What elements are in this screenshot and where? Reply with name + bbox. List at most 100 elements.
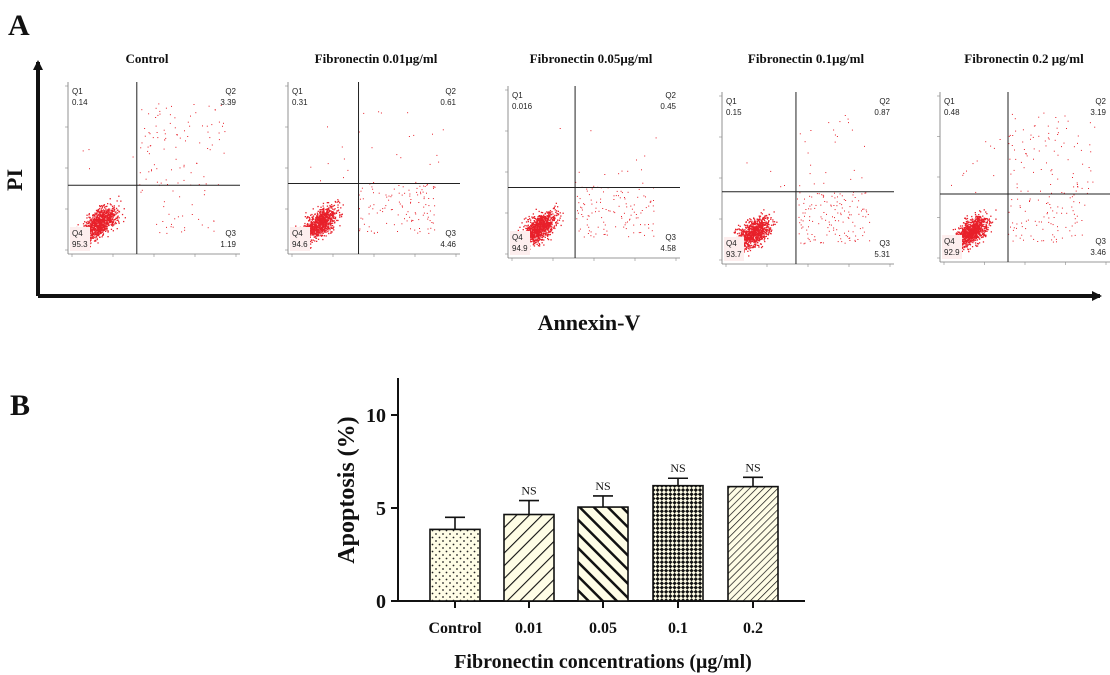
flow-event: [956, 233, 959, 235]
flow-event: [759, 233, 761, 235]
flow-event: [762, 225, 764, 227]
flow-event: [316, 232, 318, 234]
flow-event: [540, 226, 542, 228]
flow-event: [89, 245, 91, 248]
flow-event: [741, 228, 744, 230]
flow-event: [323, 217, 325, 219]
flow-event: [339, 214, 341, 216]
flow-event: [974, 229, 976, 231]
flow-event: [309, 223, 311, 225]
flow-event: [89, 223, 91, 225]
flow-event: [624, 224, 626, 226]
flow-event: [542, 230, 545, 232]
flow-event: [970, 229, 972, 231]
flow-event: [151, 169, 152, 171]
flow-event: [633, 224, 635, 226]
flow-event: [99, 211, 101, 213]
flow-event: [823, 182, 825, 184]
flow-event: [540, 234, 542, 236]
flow-event: [525, 230, 528, 232]
flow-event: [763, 230, 765, 232]
flow-event: [985, 222, 987, 224]
flow-event: [104, 228, 106, 230]
flow-event: [848, 217, 850, 219]
flow-event: [767, 237, 769, 240]
flow-event: [752, 229, 755, 232]
flow-event: [92, 220, 95, 222]
flow-event: [218, 139, 220, 141]
flow-event: [410, 199, 412, 200]
flow-event: [535, 231, 537, 233]
flow-event: [554, 214, 556, 217]
flow-event: [100, 223, 103, 225]
flow-event: [543, 223, 545, 225]
flow-event: [962, 238, 964, 241]
flow-event: [328, 225, 330, 227]
flow-event: [756, 218, 758, 220]
flow-event: [330, 217, 332, 219]
flow-event: [418, 202, 420, 203]
flow-event: [530, 228, 532, 230]
flow-event: [322, 211, 324, 213]
flow-event: [952, 229, 954, 231]
flow-event: [753, 218, 756, 220]
flow-plot-title: Fibronectin 0.05μg/ml: [530, 51, 653, 66]
flow-event: [985, 235, 987, 238]
flow-event: [318, 218, 320, 220]
flow-event: [799, 133, 801, 135]
flow-event: [94, 223, 96, 226]
flow-event: [326, 211, 328, 213]
flow-event: [523, 218, 526, 220]
flow-event: [97, 242, 99, 244]
flow-event: [754, 240, 756, 242]
flow-event: [991, 222, 993, 224]
flow-event: [321, 230, 323, 232]
flow-event: [559, 128, 561, 129]
flow-event: [763, 209, 765, 211]
flow-event: [525, 217, 527, 219]
flow-event: [191, 204, 193, 206]
flow-event: [748, 236, 750, 239]
flow-event: [101, 223, 103, 226]
flow-event: [549, 219, 551, 221]
flow-event: [91, 231, 93, 233]
flow-event: [326, 213, 328, 216]
flow-event: [321, 213, 323, 215]
flow-event: [311, 216, 313, 218]
flow-event: [92, 215, 94, 217]
flow-event: [821, 194, 823, 196]
flow-event: [373, 192, 374, 194]
flow-event: [90, 218, 92, 220]
flow-event: [582, 216, 584, 218]
flow-event: [747, 238, 749, 240]
flow-event: [738, 228, 740, 230]
flow-event: [405, 213, 407, 215]
flow-event: [747, 219, 749, 221]
flow-event: [836, 205, 838, 207]
flow-event: [830, 204, 832, 206]
flow-event: [766, 224, 768, 226]
flow-event: [958, 231, 960, 233]
flow-events: [944, 112, 1096, 259]
flow-event: [102, 231, 104, 233]
flow-event: [807, 233, 809, 235]
flow-event: [839, 121, 841, 123]
flow-event: [861, 193, 863, 195]
flow-event: [759, 227, 761, 229]
flow-event: [546, 214, 548, 217]
flow-event: [749, 240, 751, 243]
flow-event: [743, 243, 746, 246]
flow-event: [757, 242, 759, 244]
flow-event: [312, 223, 314, 226]
flow-event: [752, 232, 754, 234]
flow-event: [112, 225, 114, 227]
flow-event: [315, 233, 317, 236]
flow-event: [92, 226, 94, 228]
flow-event: [762, 228, 764, 230]
flow-event: [590, 199, 592, 201]
flow-event: [96, 238, 98, 241]
flow-event: [105, 227, 107, 230]
flow-event: [762, 227, 764, 229]
flow-event: [359, 198, 361, 200]
flow-event: [97, 225, 99, 227]
